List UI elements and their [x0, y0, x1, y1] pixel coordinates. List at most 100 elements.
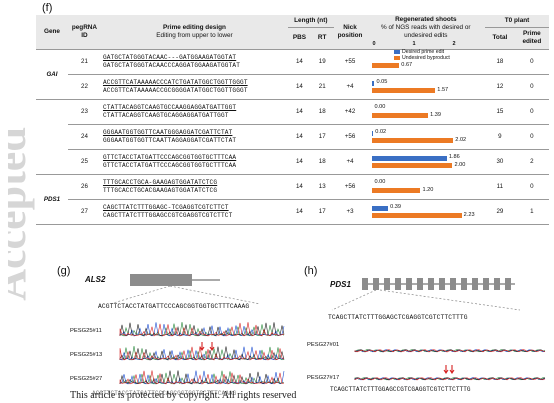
- desired-edit-bar: [372, 156, 447, 161]
- design-sequence-cell: GGGAATGGTGGTTCAATGGGAGGATCGATTCTAT GGGAAT…: [100, 124, 288, 150]
- gene-als2: ALS2: [85, 275, 106, 284]
- header-total: Total: [485, 27, 515, 51]
- exon-block: [461, 278, 467, 290]
- undesired-byproduct-bar: [372, 163, 453, 168]
- header-gene: Gene: [36, 15, 68, 50]
- chromatogram-trace: [119, 346, 285, 361]
- original-sequence: GATGCTATGGGTACAAC---GATGGAAGATGGTAT: [102, 54, 237, 62]
- mutation-arrow-icon: [199, 342, 205, 351]
- edited-sequence: ACCGTTCATAAAAACCGCGGGGATATGGCTGGTTGGGT: [102, 87, 248, 94]
- exon-block: [362, 278, 368, 290]
- prime-edited-cell: 2: [514, 149, 549, 175]
- chromatogram-trace: [354, 377, 546, 381]
- header-prime: Prime edited: [514, 27, 549, 51]
- edited-sequence: TTTGCACCTGCACGAAGAGTGGATATCTCG: [102, 187, 218, 194]
- exon-block: [494, 278, 500, 290]
- undesired-byproduct-bar: [372, 138, 454, 143]
- pegrna-id-cell: 24: [67, 124, 101, 150]
- nick-position-cell: +4: [333, 149, 367, 175]
- pegrna-id-cell: 26: [67, 174, 101, 200]
- header-design-title: Prime editing design: [163, 24, 226, 31]
- legend-desired-label: Desired prime edit: [402, 49, 445, 55]
- pbs-length-cell: 14: [288, 149, 311, 175]
- table-row: 24 GGGAATGGTGGTTCAATGGGAGGATCGATTCTAT GGGA…: [36, 124, 549, 150]
- original-sequence: CAGCTTATCTTTGGAGC-TCGAGGTCGTCTTCT: [102, 204, 229, 212]
- rt-length-cell: 17: [310, 124, 334, 150]
- chromatogram-trace: [119, 346, 285, 361]
- total-plants-cell: 11: [485, 174, 515, 200]
- panel-h-bottom-sequence: TCAGCTTATCTTTGGAGCCGTCGAGGTCGTCTTCTTTG: [330, 386, 471, 393]
- pegrna-id-cell: 27: [67, 199, 101, 225]
- undesired-byproduct-bar: [372, 113, 429, 118]
- original-sequence: GGGAATGGTGGTTCAATGGGAGGATCGATTCTAT: [102, 129, 233, 137]
- prime-edited-cell: 0: [514, 124, 549, 150]
- prime-edited-cell: 0: [514, 49, 549, 75]
- design-sequence-cell: TTTGCACCTGCA-GAAGAGTGGATATCTCG TTTGCACCTG…: [100, 174, 288, 200]
- desired-value-label: 0.00: [374, 179, 386, 185]
- pbs-length-cell: 14: [288, 74, 311, 100]
- copyright-footer: This article is protected by copyright. …: [70, 390, 297, 401]
- gene-cell: GAI: [36, 49, 68, 100]
- edited-sequence: CAGCTTATCTTTGGAGCCGTCGAGGTCGTCTTCT: [102, 212, 233, 219]
- header-regen-title: Regenerated shoots: [395, 16, 457, 23]
- header-rt: RT: [310, 27, 334, 51]
- design-sequence-cell: GTTCTACCTATGATTCCCAGCGGTGGTGCTTTCAA GTTCT…: [100, 149, 288, 175]
- regen-bar-cell: 0.05 1.57: [366, 74, 486, 100]
- original-sequence: GTTCTACCTATGATTCCCAGCGGTGGTGCTTTCAA: [102, 154, 237, 162]
- design-sequence-cell: GATGCTATGGGTACAAC---GATGGAAGATGGTAT GATGC…: [100, 49, 288, 75]
- total-plants-cell: 15: [485, 99, 515, 125]
- mutation-arrow-icon: [209, 342, 215, 351]
- header-pegrna: pegRNA ID: [67, 15, 101, 50]
- table-row: 27 CAGCTTATCTTTGGAGC-TCGAGGTCGTCTTCT CAGCT…: [36, 199, 549, 225]
- zoom-line-right: [379, 289, 521, 311]
- rt-length-cell: 21: [310, 74, 334, 100]
- gene-cell: PDS1: [36, 174, 68, 225]
- regen-axis: 0 1 2: [368, 41, 483, 48]
- rt-length-cell: 13: [310, 174, 334, 200]
- panel-g-label: (g): [57, 265, 71, 277]
- legend-undesired-label: Undesired byproduct: [402, 55, 450, 61]
- exon-block: [395, 278, 401, 290]
- panel-g-figure: [109, 274, 285, 385]
- undesired-byproduct-bar: [372, 213, 462, 218]
- header-design: Prime editing design Editing from upper …: [100, 15, 288, 50]
- sample-label: PESG27#01: [307, 342, 340, 348]
- exon-block: [439, 278, 445, 290]
- panel-g-bottom-sequence: ACGTTCTACCTATGATTCCCAGCGGTGGTGCTTTCAAAG: [92, 390, 237, 397]
- total-plants-cell: 29: [485, 199, 515, 225]
- axis-tick: 0: [372, 41, 376, 47]
- chromatogram-trace: [354, 377, 546, 381]
- original-sequence: CTATTACAGGTCAAGTGCCAAGGAGGATGATTGGT: [102, 104, 237, 112]
- nick-position-cell: +56: [333, 174, 367, 200]
- rt-length-cell: 19: [310, 49, 334, 75]
- rt-length-cell: 18: [310, 149, 334, 175]
- exon-block: [417, 278, 423, 290]
- prime-editing-table: Gene pegRNA ID Prime editing design Edit…: [36, 15, 549, 225]
- accepted-watermark: Accepted: [8, 25, 42, 403]
- nick-position-cell: +56: [333, 124, 367, 150]
- sample-label: PESG25#13: [70, 352, 103, 358]
- table-row: GAI 21 GATGCTATGGGTACAAC---GATGGAAGATGGTAT…: [36, 49, 549, 100]
- panel-h-sequence: TCAGCTTATCTTTGGAGCTCGAGGTCGTCTTCTTTG: [328, 314, 468, 321]
- desired-edit-bar: [372, 131, 374, 136]
- exon-block: [450, 278, 456, 290]
- pbs-length-cell: 14: [288, 49, 311, 75]
- chromatogram-trace: [119, 370, 285, 385]
- axis-tick: 2: [452, 41, 456, 47]
- zoom-line-left: [109, 285, 171, 305]
- chart-legend: Desired prime edit Undesired byproduct: [394, 49, 450, 61]
- prime-edited-cell: 0: [514, 74, 549, 100]
- undesired-value-label: 2.00: [454, 162, 466, 168]
- exon-block: [406, 278, 412, 290]
- mutation-arrow-icon: [449, 365, 455, 374]
- total-plants-cell: 12: [485, 74, 515, 100]
- svg-text:Accepted: Accepted: [8, 127, 35, 301]
- exon-block: [384, 278, 390, 290]
- exon-block: [483, 278, 489, 290]
- desired-edit-bar: [372, 206, 389, 211]
- chromatogram-trace: [119, 322, 285, 337]
- desired-value-label: 0.05: [376, 79, 388, 85]
- design-sequence-cell: CTATTACAGGTCAAGTGCCAAGGAGGATGATTGGT CTATT…: [100, 99, 288, 125]
- panel-g-sequence: ACGTTCTACCTATGATTCCCAGCGGTGGTGCTTTCAAAG: [98, 303, 250, 310]
- panel-h-figure: [331, 278, 546, 381]
